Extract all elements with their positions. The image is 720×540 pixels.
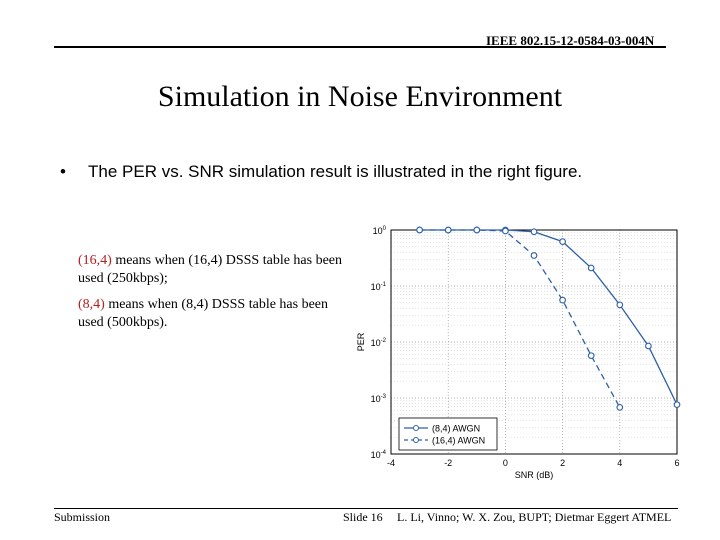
y-tick-label: 10-1 [371,282,387,292]
series-line-0 [419,229,678,405]
y-axis-label: PER [356,332,366,351]
note-16-4: (16,4) means when (16,4) DSSS table has … [78,252,348,288]
x-tick-label: -4 [387,458,395,468]
bullet-marker: • [60,162,66,181]
x-tick-label: 6 [674,458,679,468]
note-8-4: (8,4) means when (8,4) DSSS table has be… [78,296,348,332]
slide-title: Simulation in Noise Environment [157,80,563,113]
series-layer [416,226,681,411]
chart-ticks: -4 -2 0 2 4 6 100 10-1 10-2 10-3 10-4 [371,226,680,468]
y-tick-label: 10-3 [371,394,387,404]
data-point [645,342,652,350]
footer-authors: L. Li, Vinno; W. X. Zou, BUPT; Dietmar E… [397,510,672,524]
y-tick-label: 10-4 [371,450,387,460]
data-point [559,238,566,245]
legend-box [398,417,498,451]
data-point [673,401,681,409]
data-point [530,228,538,236]
data-point [616,301,624,309]
x-axis-label: SNR (dB) [515,470,554,480]
data-point [502,227,509,235]
data-point [616,404,624,411]
series-line-1 [419,229,621,408]
y-tick-label: 10-2 [371,338,387,348]
data-point [444,226,452,234]
x-tick-label: 4 [617,458,622,468]
footer-rule [54,508,678,509]
x-tick-label: 0 [503,458,508,468]
data-point [530,252,538,259]
legend-marker [413,437,419,443]
chart-legend: (8,4) AWGN (16,4) AWGN [398,417,498,451]
data-point [587,352,595,360]
per-vs-snr-chart: -4 -2 0 2 4 6 100 10-1 10-2 10-3 10-4 PER SNR (dB)… [356,226,681,480]
legend-entry: (8,4) AWGN [432,424,480,434]
footer-slide-number: Slide 16 [343,510,383,524]
header-rule [54,46,666,48]
legend-entry: (16,4) AWGN [432,436,485,446]
note-key: (8,4) [78,297,105,312]
document-id: IEEE 802.15-12-0584-03-004N [486,33,655,48]
x-tick-label: 2 [560,458,565,468]
y-tick-label: 100 [373,226,387,236]
data-point [416,226,423,234]
data-point [587,264,595,272]
bullet-point: • The PER vs. SNR simulation result is i… [60,160,620,183]
footer-submission: Submission [54,510,111,524]
data-point [473,226,481,234]
note-text: means when (8,4) DSSS table has been use… [78,297,329,330]
bullet-text: The PER vs. SNR simulation result is ill… [88,162,583,181]
chart-grid [391,230,677,454]
legend-marker [413,425,419,431]
x-tick-label: -2 [444,458,452,468]
data-point [559,296,566,304]
note-key: (16,4) [78,253,112,268]
note-text: means when (16,4) DSSS table has been us… [78,253,343,286]
